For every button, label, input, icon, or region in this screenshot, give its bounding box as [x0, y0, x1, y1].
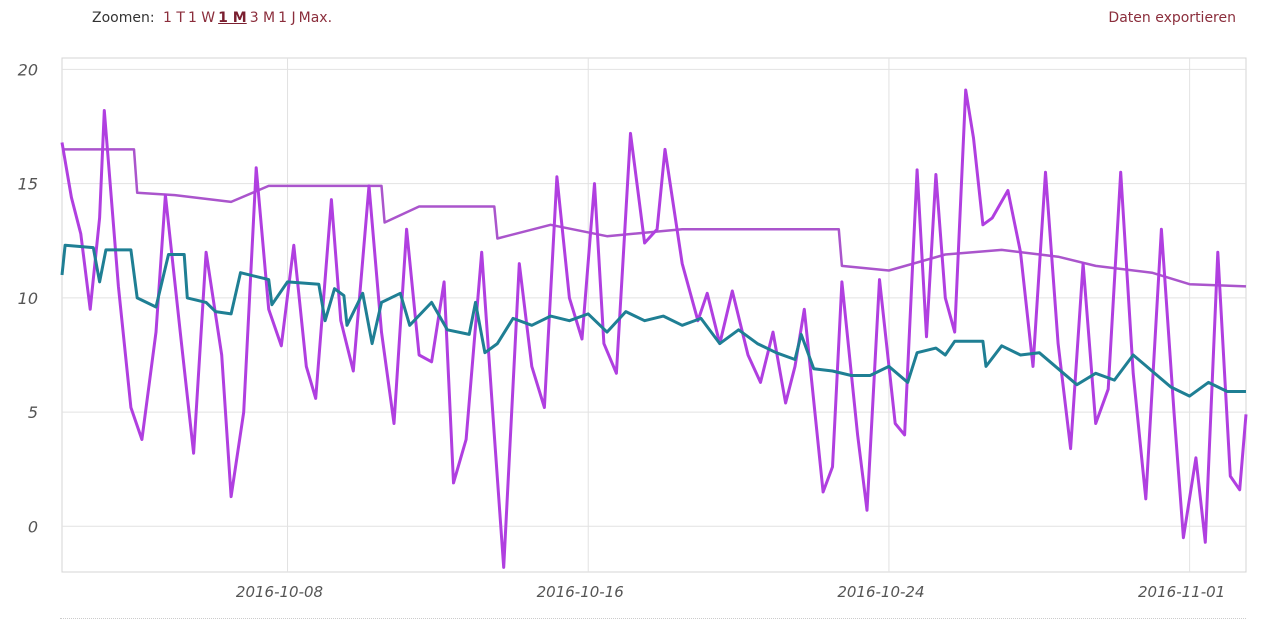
- export-data-link[interactable]: Daten exportieren: [1108, 10, 1236, 26]
- zoom-option-1w[interactable]: 1 W: [187, 10, 216, 26]
- bottom-divider: [60, 618, 1246, 619]
- x-tick-label: 2016-11-01: [1138, 583, 1225, 601]
- series-1-line: [60, 88, 1248, 569]
- zoom-label: Zoomen:: [92, 10, 155, 26]
- y-tick-label: 20: [18, 60, 38, 79]
- grid-lines: [62, 58, 1246, 572]
- y-tick-label: 5: [28, 403, 38, 422]
- zoom-option-1t[interactable]: 1 T: [163, 10, 185, 26]
- zoom-option-3m[interactable]: 3 M: [249, 10, 276, 26]
- x-tick-label: 2016-10-16: [537, 583, 624, 601]
- y-tick-label: 10: [18, 289, 38, 308]
- y-tick-label: 0: [28, 517, 38, 536]
- x-tick-label: 2016-10-24: [837, 583, 924, 601]
- zoom-option-1j[interactable]: 1 J: [278, 10, 296, 26]
- series-lines: [60, 88, 1248, 569]
- y-axis-ticks: 0 5 10 15 20: [18, 60, 38, 536]
- plot-area: [61, 57, 1247, 573]
- zoom-option-max[interactable]: Max.: [298, 10, 333, 26]
- x-axis-ticks: 2016-10-08 2016-10-16 2016-10-24 2016-11-01: [236, 583, 1225, 601]
- series-3-line: [60, 243, 1246, 398]
- zoom-option-1m[interactable]: 1 M: [218, 10, 247, 26]
- x-tick-label: 2016-10-08: [236, 583, 323, 601]
- y-tick-label: 15: [18, 175, 38, 194]
